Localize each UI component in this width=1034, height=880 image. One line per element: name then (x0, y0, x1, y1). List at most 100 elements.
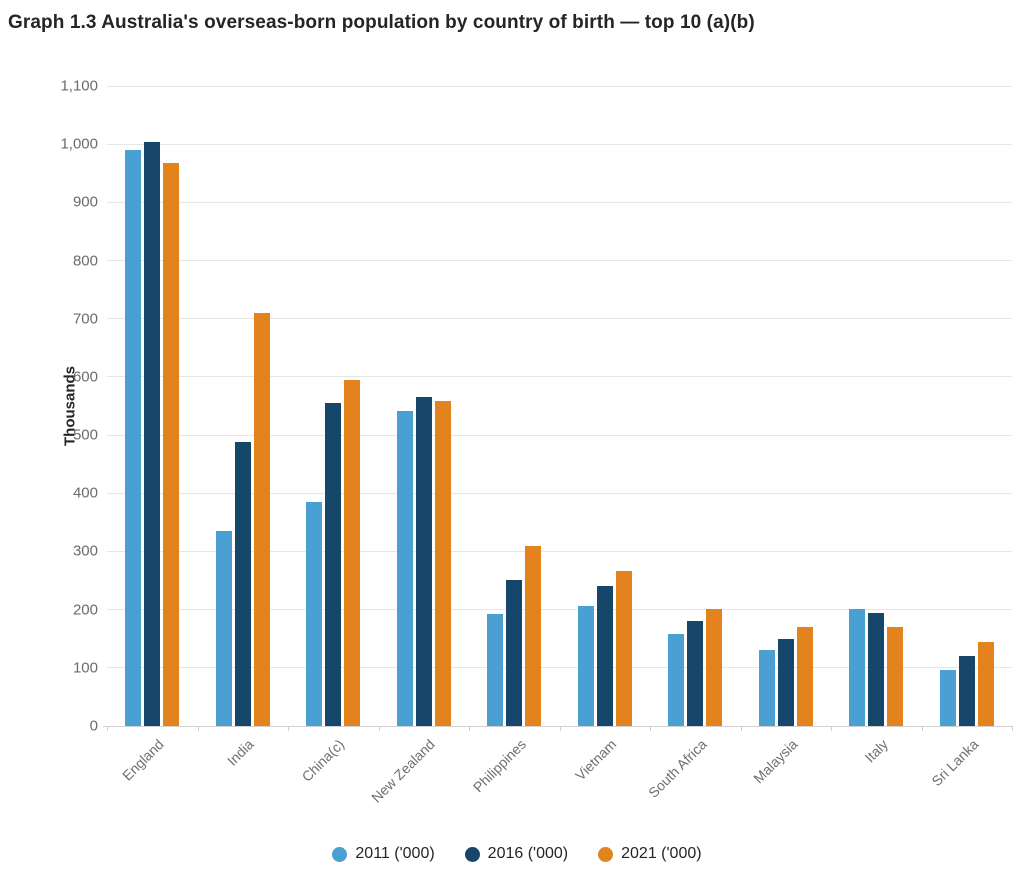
chart-legend: 2011 ('000) 2016 ('000) 2021 ('000) (0, 845, 1034, 863)
bar-group-vietnam (560, 86, 651, 726)
gridline-400 (107, 492, 1012, 494)
bar-2016-philippines[interactable] (506, 579, 523, 726)
y-tick-label-200: 200 (72, 601, 98, 619)
gridline-300 (107, 550, 1012, 552)
bar-2016-china-c[interactable] (325, 402, 342, 726)
x-label-sri-lanka: Sri Lanka (927, 736, 982, 790)
x-axis-tick (469, 726, 470, 731)
bar-2016-malaysia[interactable] (777, 638, 794, 726)
bar-2011-vietnam[interactable] (577, 605, 594, 726)
x-label-new-zealand: New Zealand (368, 736, 439, 806)
bar-2021-new-zealand[interactable] (434, 401, 451, 726)
bar-2011-china-c[interactable] (306, 502, 323, 726)
x-label-italy: Italy (861, 736, 891, 766)
bar-2021-england[interactable] (163, 163, 180, 726)
x-axis-line (103, 726, 1012, 727)
y-tick-label-100: 100 (72, 659, 98, 677)
x-axis-tick (107, 726, 108, 731)
bar-group-italy (831, 86, 922, 726)
x-axis-tick (650, 726, 651, 731)
y-tick-label-600: 600 (72, 368, 98, 386)
x-axis-tick (831, 726, 832, 731)
y-tick-label-1000: 1,000 (60, 135, 98, 153)
bar-2021-italy[interactable] (887, 627, 904, 726)
bar-2021-china-c[interactable] (344, 379, 361, 726)
legend-marker-2011-icon (332, 846, 348, 862)
bar-2021-india[interactable] (253, 312, 270, 726)
legend-item-2021[interactable]: 2021 ('000) (598, 845, 702, 863)
legend-marker-2021-icon (598, 846, 614, 862)
bar-2016-south-africa[interactable] (687, 621, 704, 726)
gridline-700 (107, 318, 1012, 320)
plot-area (107, 85, 1013, 726)
y-tick-label-300: 300 (72, 542, 98, 560)
legend-label-2016: 2016 ('000) (487, 845, 569, 862)
gridline-900 (107, 201, 1012, 203)
bar-group-philippines (469, 86, 560, 726)
gridline-1000 (107, 143, 1012, 145)
x-axis-tick (288, 726, 289, 731)
x-label-south-africa: South Africa (644, 736, 710, 801)
gridline-1100 (107, 85, 1012, 87)
x-axis-tick (1012, 726, 1013, 731)
x-label-malaysia: Malaysia (749, 736, 801, 787)
bar-2011-south-africa[interactable] (668, 634, 685, 726)
bar-2011-india[interactable] (215, 530, 232, 726)
bar-group-sri-lanka (922, 86, 1013, 726)
bar-group-england (107, 86, 198, 726)
gridline-600 (107, 376, 1012, 378)
x-label-vietnam: Vietnam (571, 736, 620, 784)
x-axis-tick (197, 726, 199, 731)
bar-2016-italy[interactable] (868, 613, 885, 726)
y-tick-label-700: 700 (72, 310, 98, 328)
bar-2021-sri-lanka[interactable] (977, 642, 994, 726)
gridline-200 (107, 609, 1012, 611)
x-axis-tick (740, 726, 742, 731)
bar-2021-philippines[interactable] (525, 546, 542, 726)
y-tick-label-500: 500 (72, 426, 98, 444)
bar-2011-england[interactable] (125, 150, 142, 726)
bar-2011-italy[interactable] (849, 609, 866, 726)
bar-2011-philippines[interactable] (487, 613, 504, 726)
bar-group-malaysia (741, 86, 832, 726)
legend-item-2011[interactable]: 2011 ('000) (332, 845, 435, 863)
x-axis-tick (378, 726, 380, 731)
bar-group-new-zealand (379, 86, 470, 726)
x-axis-tick (559, 726, 561, 731)
bar-group-india (198, 86, 289, 726)
bar-2021-south-africa[interactable] (706, 609, 723, 726)
gridline-800 (107, 260, 1012, 262)
x-axis-labels: England India China(c) New Zealand Philippin… (107, 726, 1012, 836)
x-label-philippines: Philippines (469, 736, 529, 796)
y-tick-label-0: 0 (89, 717, 98, 735)
bar-2016-sri-lanka[interactable] (958, 655, 975, 726)
bar-2011-sri-lanka[interactable] (939, 670, 956, 726)
gridline-100 (107, 667, 1012, 669)
bar-2021-malaysia[interactable] (796, 626, 813, 726)
x-label-england: England (118, 736, 167, 784)
legend-item-2016[interactable]: 2016 ('000) (464, 845, 569, 863)
y-tick-label-400: 400 (72, 484, 98, 502)
gridline-500 (107, 434, 1012, 436)
x-label-china-c: China(c) (298, 736, 348, 785)
bar-2016-england[interactable] (144, 142, 161, 726)
bar-2016-india[interactable] (234, 441, 251, 726)
bar-2011-new-zealand[interactable] (396, 410, 413, 726)
legend-label-2021: 2021 ('000) (621, 845, 702, 862)
x-label-india: India (224, 736, 258, 769)
y-axis-labels: 0 100 200 300 400 500 600 700 800 900 1,000 1,100 (0, 78, 98, 735)
y-tick-label-1100: 1,100 (60, 77, 98, 95)
y-tick-label-900: 900 (72, 193, 98, 211)
bar-2016-vietnam[interactable] (596, 585, 613, 726)
legend-marker-2016-icon (464, 846, 480, 862)
x-axis-tick (921, 726, 923, 731)
bar-2021-vietnam[interactable] (615, 571, 632, 726)
y-tick-label-800: 800 (72, 252, 98, 270)
bar-group-south-africa (650, 86, 741, 726)
legend-label-2011: 2011 ('000) (355, 845, 435, 862)
bar-2016-new-zealand[interactable] (415, 396, 432, 726)
bar-2011-malaysia[interactable] (758, 649, 775, 726)
bar-group-china-c (288, 86, 379, 726)
chart-title: Graph 1.3 Australia's overseas-born popu… (8, 12, 755, 33)
